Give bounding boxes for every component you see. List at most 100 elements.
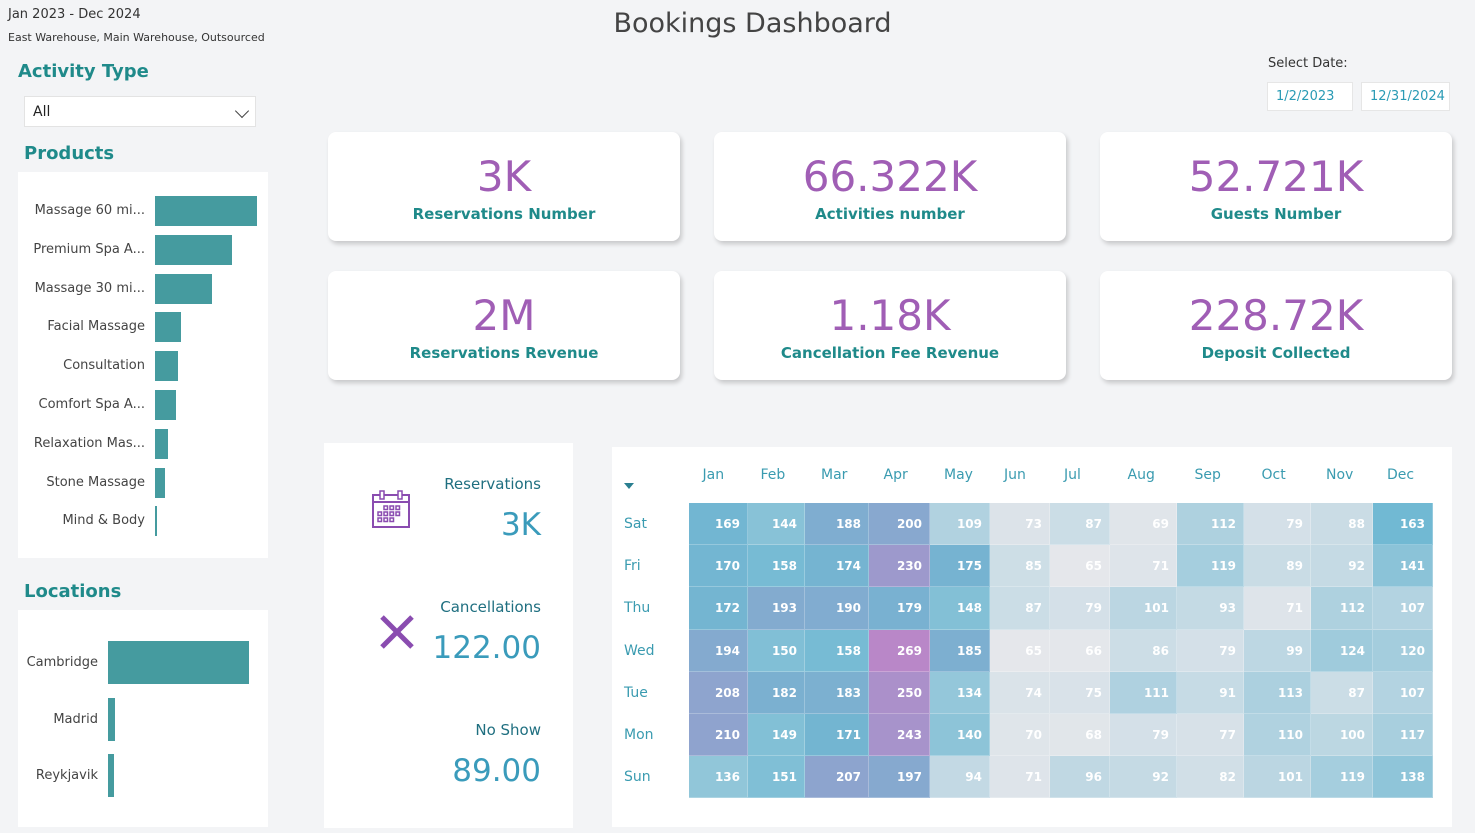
heatmap-cell[interactable]: 112 [1177, 503, 1244, 546]
end-date-input[interactable]: 12/31/2024 [1361, 82, 1450, 111]
heatmap-cell[interactable]: 200 [869, 503, 930, 546]
heatmap-cell[interactable]: 250 [869, 671, 930, 714]
heatmap-cell[interactable]: 93 [1177, 587, 1244, 630]
activity-type-dropdown[interactable]: All [24, 96, 256, 127]
heatmap-cell[interactable]: 148 [930, 587, 990, 630]
heatmap-cell[interactable]: 111 [1110, 671, 1177, 714]
heatmap-cell[interactable]: 91 [1177, 671, 1244, 714]
heatmap-cell[interactable]: 101 [1244, 756, 1311, 799]
heatmap-cell[interactable]: 193 [748, 587, 805, 630]
heatmap-cell[interactable]: 69 [1110, 503, 1177, 546]
heatmap-cell[interactable]: 141 [1373, 545, 1433, 588]
heatmap-cell[interactable]: 188 [805, 503, 869, 546]
heatmap-cell[interactable]: 77 [1177, 714, 1244, 757]
heatmap-cell[interactable]: 134 [930, 671, 990, 714]
heatmap-cell[interactable]: 70 [990, 714, 1050, 757]
heatmap-cell[interactable]: 243 [869, 714, 930, 757]
heatmap-cell[interactable]: 151 [748, 756, 805, 799]
heatmap-cell[interactable]: 96 [1050, 756, 1110, 799]
heatmap-cell[interactable]: 197 [869, 756, 930, 799]
product-bar[interactable] [155, 467, 166, 498]
heatmap-cell[interactable]: 124 [1311, 629, 1373, 672]
heatmap-cell[interactable]: 65 [990, 629, 1050, 672]
heatmap-cell[interactable]: 194 [689, 629, 748, 672]
heatmap-cell[interactable]: 71 [1110, 545, 1177, 588]
heatmap-cell[interactable]: 109 [930, 503, 990, 546]
heatmap-cell[interactable]: 149 [748, 714, 805, 757]
location-bar[interactable] [108, 697, 116, 741]
product-bar[interactable] [155, 196, 257, 226]
heatmap-cell[interactable]: 230 [869, 545, 930, 588]
heatmap-cell[interactable]: 99 [1244, 629, 1311, 672]
heatmap-cell[interactable]: 87 [1311, 671, 1373, 714]
heatmap-cell[interactable]: 183 [805, 671, 869, 714]
location-bar[interactable] [108, 754, 114, 797]
heatmap-cell[interactable]: 71 [990, 756, 1050, 799]
heatmap-cell[interactable]: 174 [805, 545, 869, 588]
heatmap-cell[interactable]: 88 [1311, 503, 1373, 546]
heatmap-cell[interactable]: 169 [689, 503, 748, 546]
heatmap-cell[interactable]: 100 [1311, 714, 1373, 757]
product-bar[interactable] [155, 390, 177, 420]
heatmap-cell[interactable]: 74 [990, 671, 1050, 714]
heatmap-cell[interactable]: 144 [748, 503, 805, 546]
heatmap-cell[interactable]: 117 [1373, 714, 1433, 757]
product-bar[interactable] [155, 273, 213, 304]
heatmap-cell[interactable]: 208 [689, 671, 748, 714]
heatmap-cell[interactable]: 190 [805, 587, 869, 630]
heatmap-cell[interactable]: 150 [748, 629, 805, 672]
heatmap-cell[interactable]: 92 [1110, 756, 1177, 799]
heatmap-cell[interactable]: 136 [689, 756, 748, 799]
heatmap-cell[interactable]: 85 [990, 545, 1050, 588]
heatmap-cell[interactable]: 87 [1050, 503, 1110, 546]
heatmap-cell[interactable]: 119 [1177, 545, 1244, 588]
product-bar[interactable] [155, 506, 158, 537]
heatmap-cell[interactable]: 138 [1373, 756, 1433, 799]
heatmap-cell[interactable]: 89 [1244, 545, 1311, 588]
heatmap-cell[interactable]: 170 [689, 545, 748, 588]
heatmap-cell[interactable]: 79 [1177, 629, 1244, 672]
start-date-input[interactable]: 1/2/2023 [1267, 82, 1353, 111]
location-bar[interactable] [108, 641, 249, 684]
heatmap-cell[interactable]: 158 [748, 545, 805, 588]
product-bar[interactable] [155, 312, 181, 343]
heatmap-cell[interactable]: 172 [689, 587, 748, 630]
heatmap-cell[interactable]: 75 [1050, 671, 1110, 714]
heatmap-cell[interactable]: 113 [1244, 671, 1311, 714]
heatmap-cell[interactable]: 163 [1373, 503, 1433, 546]
heatmap-cell[interactable]: 87 [990, 587, 1050, 630]
heatmap-cell[interactable]: 79 [1244, 503, 1311, 546]
heatmap-cell[interactable]: 107 [1373, 587, 1433, 630]
sort-caret-icon[interactable] [624, 483, 634, 489]
heatmap-cell[interactable]: 65 [1050, 545, 1110, 588]
heatmap-cell[interactable]: 158 [805, 629, 869, 672]
heatmap-cell[interactable]: 86 [1110, 629, 1177, 672]
heatmap-cell[interactable]: 210 [689, 714, 748, 757]
heatmap-cell[interactable]: 79 [1050, 587, 1110, 630]
heatmap-cell[interactable]: 207 [805, 756, 869, 799]
heatmap-cell[interactable]: 179 [869, 587, 930, 630]
heatmap-cell[interactable]: 73 [990, 503, 1050, 546]
heatmap-cell[interactable]: 112 [1311, 587, 1373, 630]
heatmap-cell[interactable]: 140 [930, 714, 990, 757]
heatmap-cell[interactable]: 107 [1373, 671, 1433, 714]
product-bar[interactable] [155, 351, 179, 382]
heatmap-cell[interactable]: 82 [1177, 756, 1244, 799]
heatmap-cell[interactable]: 269 [869, 629, 930, 672]
heatmap-cell[interactable]: 66 [1050, 629, 1110, 672]
heatmap-cell[interactable]: 119 [1311, 756, 1373, 799]
heatmap-cell[interactable]: 68 [1050, 714, 1110, 757]
heatmap-cell[interactable]: 71 [1244, 587, 1311, 630]
heatmap-cell[interactable]: 101 [1110, 587, 1177, 630]
heatmap-cell[interactable]: 175 [930, 545, 990, 588]
heatmap-cell[interactable]: 110 [1244, 714, 1311, 757]
product-bar[interactable] [155, 234, 232, 265]
heatmap-cell[interactable]: 120 [1373, 629, 1433, 672]
heatmap-cell[interactable]: 92 [1311, 545, 1373, 588]
heatmap-cell[interactable]: 79 [1110, 714, 1177, 757]
heatmap-cell[interactable]: 171 [805, 714, 869, 757]
heatmap-cell[interactable]: 185 [930, 629, 990, 672]
heatmap-cell[interactable]: 94 [930, 756, 990, 799]
product-bar[interactable] [155, 428, 169, 459]
heatmap-cell[interactable]: 182 [748, 671, 805, 714]
